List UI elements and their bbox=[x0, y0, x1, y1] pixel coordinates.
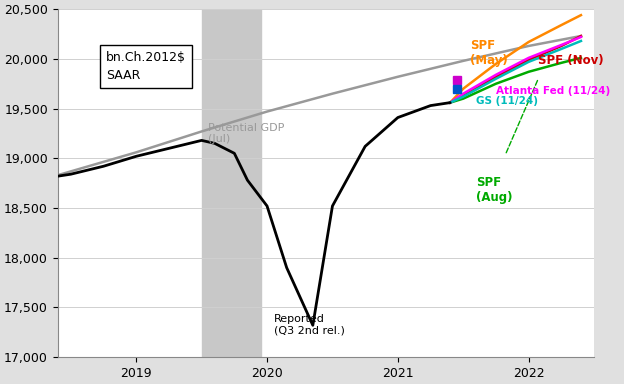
Bar bbox=[202, 9, 260, 357]
Text: SPF
(Aug): SPF (Aug) bbox=[476, 176, 513, 204]
Text: Atlanta Fed (11/24): Atlanta Fed (11/24) bbox=[496, 86, 610, 96]
Text: bn.Ch.2012$
SAAR: bn.Ch.2012$ SAAR bbox=[106, 51, 186, 82]
Text: Reported
(Q3 2nd rel.): Reported (Q3 2nd rel.) bbox=[273, 314, 344, 336]
Text: Potential GDP
(Jul): Potential GDP (Jul) bbox=[208, 122, 285, 144]
Text: SPF (Nov): SPF (Nov) bbox=[538, 55, 603, 67]
Text: GS (11/24): GS (11/24) bbox=[476, 96, 539, 106]
Text: SPF
(May): SPF (May) bbox=[470, 39, 507, 67]
